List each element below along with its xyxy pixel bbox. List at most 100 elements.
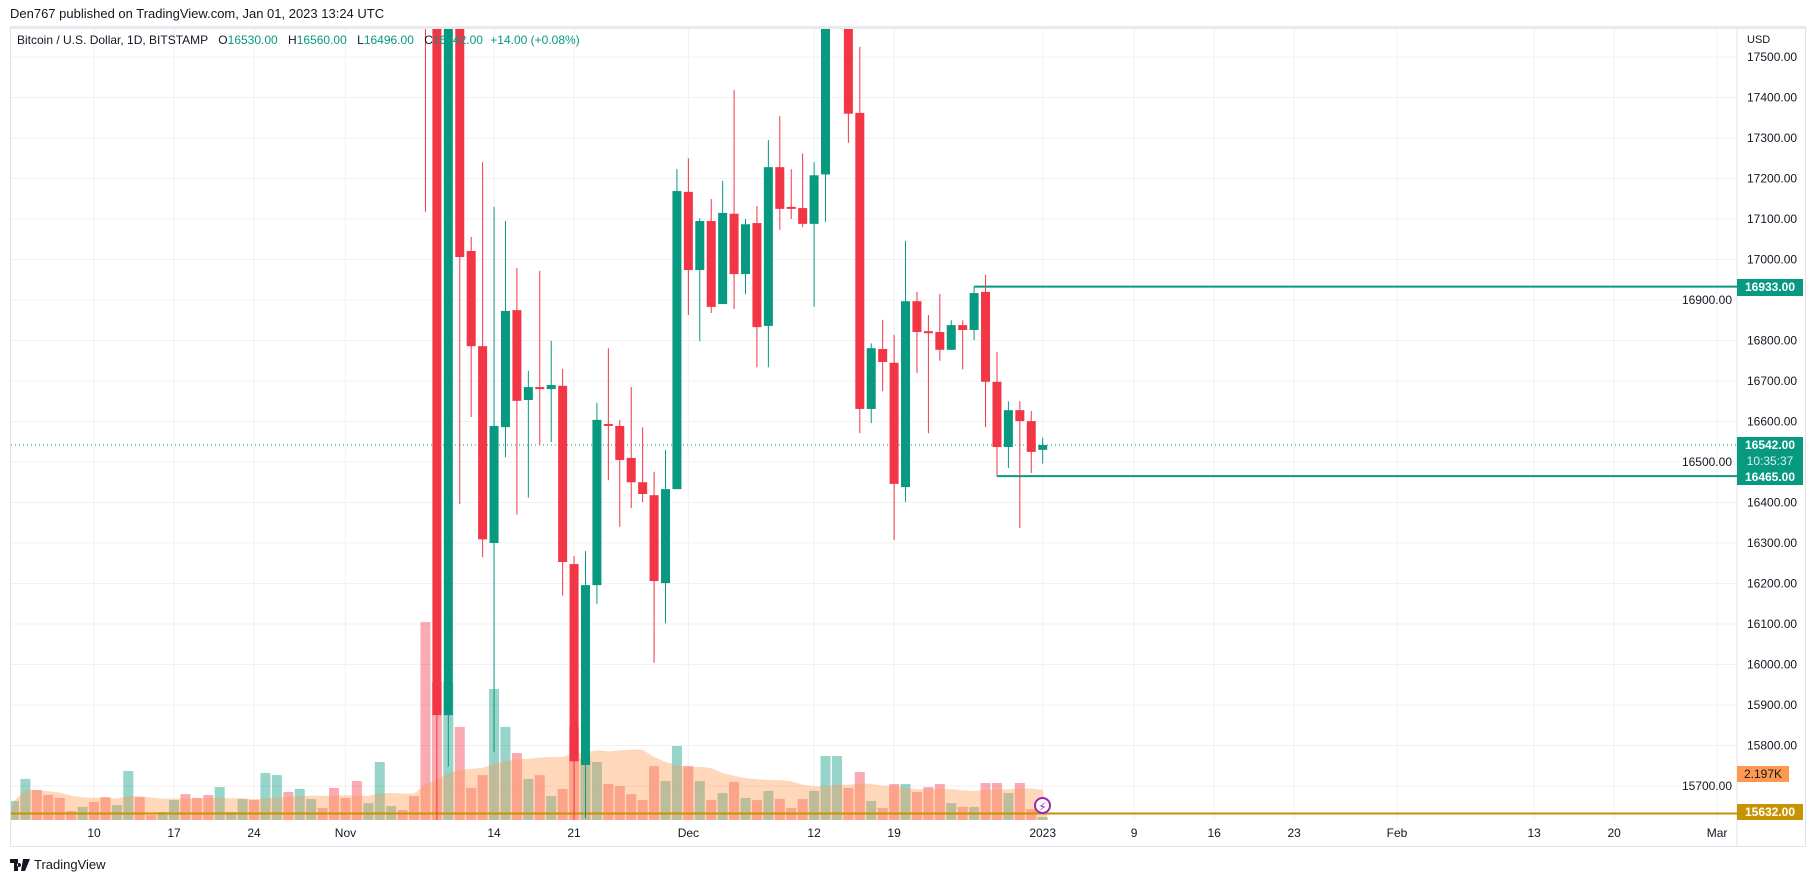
- candle-body: [946, 325, 956, 350]
- volume-bar: [683, 766, 694, 820]
- candle-body: [878, 349, 888, 362]
- resistance-price-label: 16933.00: [1737, 279, 1803, 296]
- price-tick-label: 17200.00: [1747, 172, 1797, 186]
- price-tick-label: 16700.00: [1747, 374, 1797, 388]
- volume-bar: [31, 790, 42, 820]
- volume-bar: [694, 781, 705, 820]
- candle-body: [626, 457, 636, 483]
- candle-body: [763, 167, 773, 326]
- last-price-label: 16542.00: [1744, 438, 1796, 452]
- candle-body: [558, 385, 568, 563]
- volume-bar: [900, 784, 911, 820]
- volume-bar: [271, 775, 282, 820]
- price-tick-label: 16800.00: [1747, 334, 1797, 348]
- candle-body: [958, 325, 968, 330]
- volume-bar: [660, 781, 671, 820]
- volume-bar: [180, 794, 191, 820]
- volume-bar: [671, 745, 682, 820]
- tradingview-logo-icon: [10, 858, 30, 871]
- time-tick-label: 10: [87, 826, 101, 840]
- candle-body: [523, 387, 533, 401]
- candle-body: [866, 348, 876, 409]
- horizontal-levels: [11, 285, 1737, 815]
- volume-bar: [397, 809, 408, 820]
- price-tick-label: 16000.00: [1747, 658, 1797, 672]
- volume-bar: [203, 794, 214, 820]
- support-price-label: 16465.00: [1744, 470, 1796, 484]
- volume-bar: [946, 803, 957, 820]
- last-price-box: 16542.00 10:35:37 16465.00: [1737, 437, 1803, 485]
- candle-body: [935, 331, 945, 350]
- candle-body: [455, 29, 465, 258]
- volume-ma-area: [11, 749, 1048, 820]
- grid: [11, 29, 1738, 846]
- volume-bar: [889, 784, 900, 820]
- volume-bar: [717, 793, 728, 820]
- candle-body: [981, 291, 991, 382]
- candle-body: [638, 482, 648, 494]
- candle-body: [546, 385, 556, 390]
- candle-body: [969, 293, 979, 330]
- price-tick-label: 17100.00: [1747, 212, 1797, 226]
- low-label: L: [357, 33, 364, 47]
- candle-body: [992, 381, 1002, 448]
- candle-body: [615, 425, 625, 460]
- symbol-title[interactable]: Bitcoin / U.S. Dollar, 1D, BITSTAMP: [17, 33, 208, 47]
- time-tick-label: 14: [487, 826, 501, 840]
- volume-bar: [934, 784, 945, 820]
- volume-bar: [1003, 793, 1014, 820]
- volume-bar: [466, 787, 477, 820]
- volume-bar: [454, 726, 465, 820]
- volume-bar: [1014, 782, 1025, 820]
- volume-bar: [237, 799, 248, 820]
- time-tick-label: 17: [167, 826, 181, 840]
- time-axis[interactable]: 10 17 24 Nov 14 21 Dec 12 19 2023 9 16 23 Feb 13 20 Mar: [87, 826, 1727, 840]
- candle-body: [580, 585, 590, 765]
- volume-bar: [740, 797, 751, 820]
- price-tick-label: 16500.00: [1682, 455, 1732, 469]
- candles: [424, 29, 1048, 820]
- price-axis[interactable]: 17500.00 17400.00 17300.00 17200.00 17100.00…: [1682, 50, 1797, 793]
- time-tick-label: 21: [567, 826, 581, 840]
- candle-body: [752, 223, 762, 328]
- candle-body: [1038, 444, 1048, 450]
- volume-bar: [100, 797, 111, 820]
- volume-bar: [523, 778, 534, 820]
- time-tick-label: Dec: [678, 826, 699, 840]
- volume-bar: [489, 689, 500, 820]
- volume-bar: [763, 790, 774, 820]
- candle-body: [718, 212, 728, 305]
- time-tick-label: 13: [1528, 826, 1542, 840]
- candle-body: [478, 346, 488, 540]
- volume-bar: [374, 762, 385, 820]
- volume-bar: [809, 790, 820, 820]
- time-tick-label: Feb: [1387, 826, 1408, 840]
- volume-bar: [226, 812, 237, 820]
- currency-label[interactable]: USD: [1747, 34, 1771, 46]
- volume-bar: [20, 778, 31, 820]
- lightning-icon[interactable]: ⚡: [1034, 797, 1051, 814]
- price-tick-label: 16100.00: [1747, 617, 1797, 631]
- volume-bar: [111, 805, 122, 820]
- candle-body: [592, 419, 602, 586]
- high-label: H: [288, 33, 297, 47]
- candle-body: [1015, 410, 1025, 422]
- time-tick-label: 12: [807, 826, 821, 840]
- countdown-label: 10:35:37: [1746, 454, 1794, 468]
- candle-body: [466, 250, 476, 347]
- volume-bar: [477, 775, 488, 820]
- candle-body: [855, 112, 865, 409]
- price-tick-label: 15900.00: [1747, 698, 1797, 712]
- volume-bar: [66, 811, 77, 820]
- volume-bar: [500, 726, 511, 820]
- candle-body: [798, 208, 808, 224]
- volume-bar: [831, 756, 842, 820]
- volume-bar: [157, 812, 168, 820]
- volume-bar: [409, 796, 420, 820]
- volume-bar: [991, 782, 1002, 820]
- volume-bar: [843, 787, 854, 820]
- volume-bar: [11, 800, 19, 820]
- volume-bar: [854, 772, 865, 820]
- volume-bar: [980, 782, 991, 820]
